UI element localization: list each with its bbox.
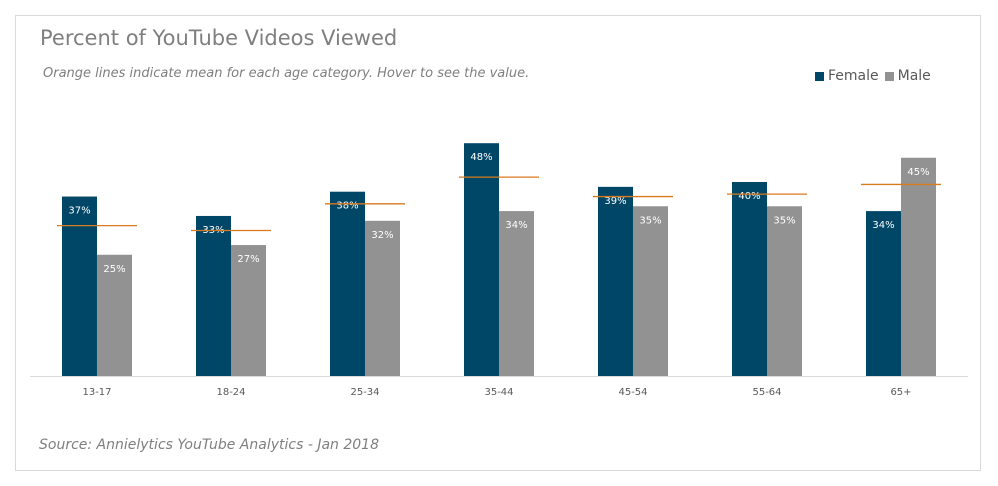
source-note: Source: Annielytics YouTube Analytics - … [39,437,379,453]
legend-item-male[interactable]: Male [884,68,931,84]
bar-female-35-44[interactable] [464,143,499,376]
bar-female-55-64[interactable] [732,182,767,376]
x-tick-label: 18-24 [216,387,245,398]
bar-male-18-24[interactable] [231,245,266,376]
data-label-male-18-24: 27% [237,254,259,265]
bar-female-18-24[interactable] [196,215,231,376]
data-label-female-65+: 34% [872,220,894,231]
data-label-female-13-17: 37% [68,206,90,217]
chart-title: Percent of YouTube Videos Viewed [40,26,398,50]
bar-female-13-17[interactable] [62,196,97,376]
data-label-male-25-34: 32% [371,230,393,241]
data-label-male-45-54: 35% [639,215,661,226]
legend-label-female: Female [828,68,879,84]
bar-male-35-44[interactable] [499,211,534,376]
bar-male-65+[interactable] [901,157,936,376]
legend-label-male: Male [897,68,931,84]
chart-card: Percent of YouTube Videos Viewed Orange … [15,15,981,471]
x-tick-label: 45-54 [618,387,647,398]
x-tick-label: 65+ [890,387,911,398]
x-tick-label: 25-34 [350,387,379,398]
data-label-male-65+: 45% [907,167,929,178]
bar-female-25-34[interactable] [330,191,365,376]
data-label-female-25-34: 38% [336,201,358,212]
legend-swatch-female [815,71,824,81]
x-tick-label: 13-17 [82,387,111,398]
legend-item-female[interactable]: Female [815,68,879,84]
chart-subtitle: Orange lines indicate mean for each age … [43,66,530,81]
bar-male-13-17[interactable] [97,254,132,376]
bar-female-45-54[interactable] [598,186,633,376]
legend: Female Male [815,68,937,84]
data-label-female-55-64: 40% [738,191,760,202]
bar-male-45-54[interactable] [633,206,668,376]
bar-female-65+[interactable] [866,211,901,376]
data-label-female-45-54: 39% [604,196,626,207]
legend-swatch-male [884,71,894,81]
data-label-male-55-64: 35% [773,215,795,226]
bar-male-25-34[interactable] [365,220,400,376]
data-label-female-35-44: 48% [470,152,492,163]
data-label-male-35-44: 34% [505,220,527,231]
data-label-male-13-17: 25% [103,264,125,275]
x-tick-label: 35-44 [484,387,513,398]
x-tick-label: 55-64 [752,387,781,398]
bar-male-55-64[interactable] [767,206,802,376]
